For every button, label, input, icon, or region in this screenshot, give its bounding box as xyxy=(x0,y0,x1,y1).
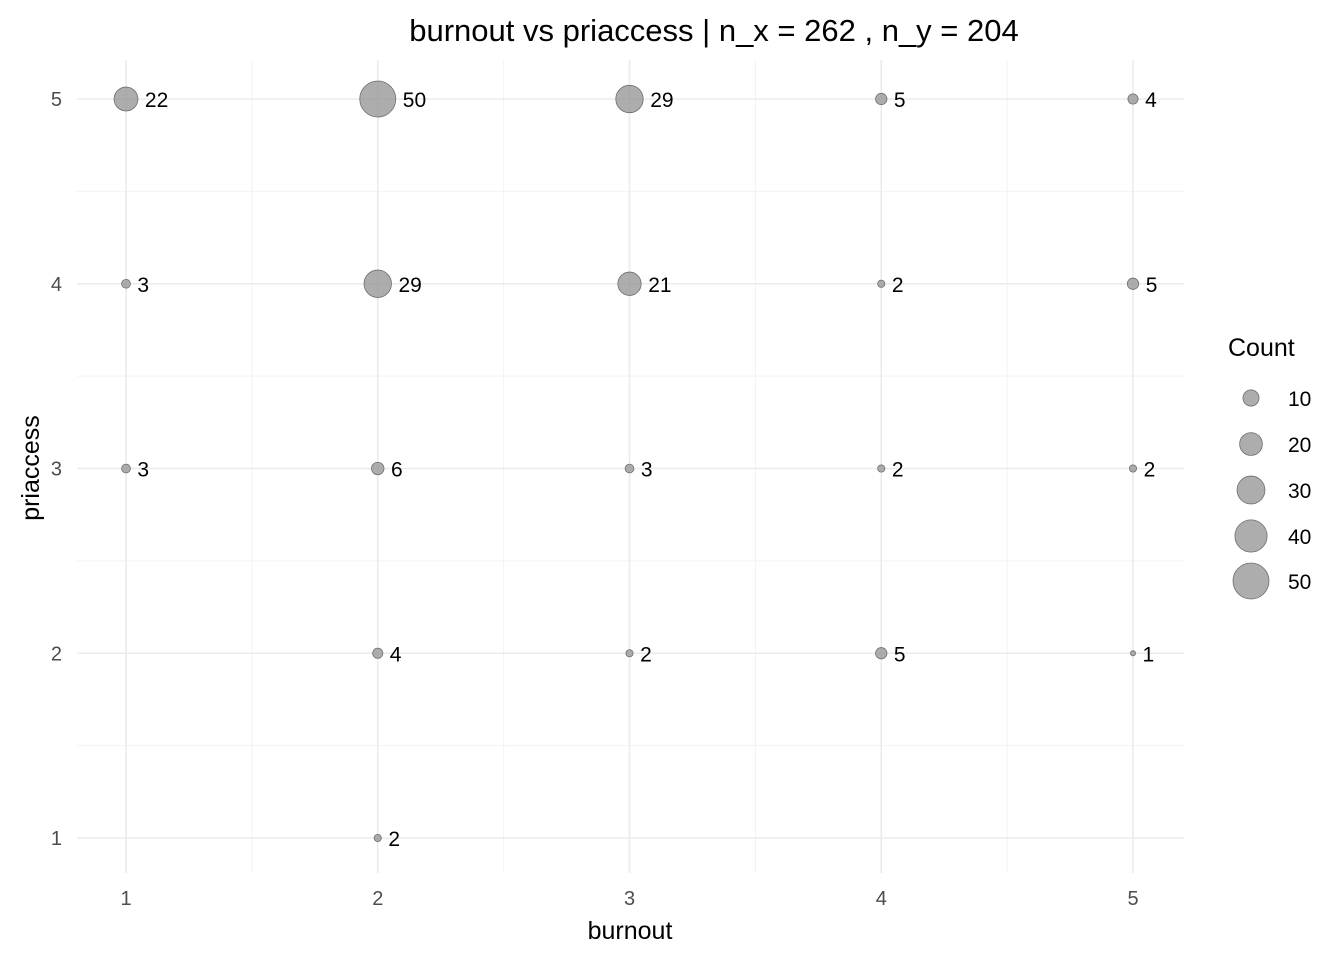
data-label: 1 xyxy=(1143,643,1155,666)
data-label: 2 xyxy=(640,643,652,666)
data-label: 5 xyxy=(894,643,906,666)
legend-key xyxy=(1236,475,1266,505)
data-label: 2 xyxy=(1144,459,1156,482)
legend-title: Count xyxy=(1228,334,1295,362)
data-point xyxy=(617,271,642,296)
data-label: 22 xyxy=(145,89,168,112)
x-tick-label: 1 xyxy=(120,888,131,910)
data-point xyxy=(1130,650,1136,657)
data-label: 2 xyxy=(388,828,400,851)
data-point xyxy=(372,647,384,659)
data-labels: 22 50 29 5 43 29 21 2 53 6 3 2 24 2 5 12 xyxy=(137,89,1157,851)
legend-label: 20 xyxy=(1288,434,1311,457)
legend-label: 40 xyxy=(1288,526,1311,549)
data-point xyxy=(359,80,397,118)
data-point xyxy=(373,834,382,843)
data-label: 50 xyxy=(403,89,426,112)
data-label: 3 xyxy=(641,459,653,482)
legend: Count 10 20 30 40 50 xyxy=(1228,334,1311,600)
data-label: 5 xyxy=(1146,274,1158,297)
data-label: 29 xyxy=(650,89,673,112)
x-axis-title: burnout xyxy=(588,917,673,945)
data-label: 21 xyxy=(648,274,671,297)
y-tick-label: 3 xyxy=(51,459,62,481)
data-point xyxy=(1127,93,1139,105)
x-tick-label: 2 xyxy=(372,888,383,910)
legend-label: 50 xyxy=(1288,571,1311,594)
data-label: 2 xyxy=(892,459,904,482)
legend-key xyxy=(1239,432,1263,456)
data-point xyxy=(877,464,886,473)
legend-label: 30 xyxy=(1288,480,1311,503)
legend-key xyxy=(1234,519,1268,553)
data-point xyxy=(875,647,888,660)
data-label: 6 xyxy=(391,459,403,482)
y-tick-label: 5 xyxy=(51,89,62,111)
data-point xyxy=(371,461,385,476)
data-label: 4 xyxy=(390,643,402,666)
legend-label: 10 xyxy=(1288,388,1311,411)
y-tick-label: 2 xyxy=(51,643,62,665)
data-point xyxy=(113,86,139,112)
x-tick-label: 3 xyxy=(624,888,635,910)
x-tick-label: 5 xyxy=(1127,888,1138,910)
data-point xyxy=(877,279,886,288)
y-axis-ticks: 1 2 3 4 5 xyxy=(51,89,62,850)
data-point xyxy=(625,649,634,658)
data-label: 4 xyxy=(1145,89,1157,112)
x-tick-label: 4 xyxy=(876,888,887,910)
y-tick-label: 1 xyxy=(51,828,62,850)
data-label: 3 xyxy=(137,274,149,297)
legend-key xyxy=(1242,389,1260,407)
data-label: 5 xyxy=(894,89,906,112)
data-point xyxy=(1126,277,1140,290)
y-tick-label: 4 xyxy=(51,274,62,296)
chart-title: burnout vs priaccess | n_x = 262 , n_y =… xyxy=(409,13,1018,48)
data-point xyxy=(121,463,131,474)
data-point xyxy=(363,269,392,298)
legend-key xyxy=(1232,562,1270,600)
data-point xyxy=(624,463,635,474)
x-axis-ticks: 1 2 3 4 5 xyxy=(120,888,1138,910)
data-point xyxy=(615,84,644,114)
data-point xyxy=(121,278,131,289)
y-axis-title: priaccess xyxy=(17,415,45,521)
data-label: 3 xyxy=(137,459,149,482)
data-label: 29 xyxy=(399,274,422,297)
data-label: 2 xyxy=(892,274,904,297)
data-point xyxy=(1129,464,1138,473)
data-point xyxy=(875,92,888,106)
data-points xyxy=(113,80,1140,843)
